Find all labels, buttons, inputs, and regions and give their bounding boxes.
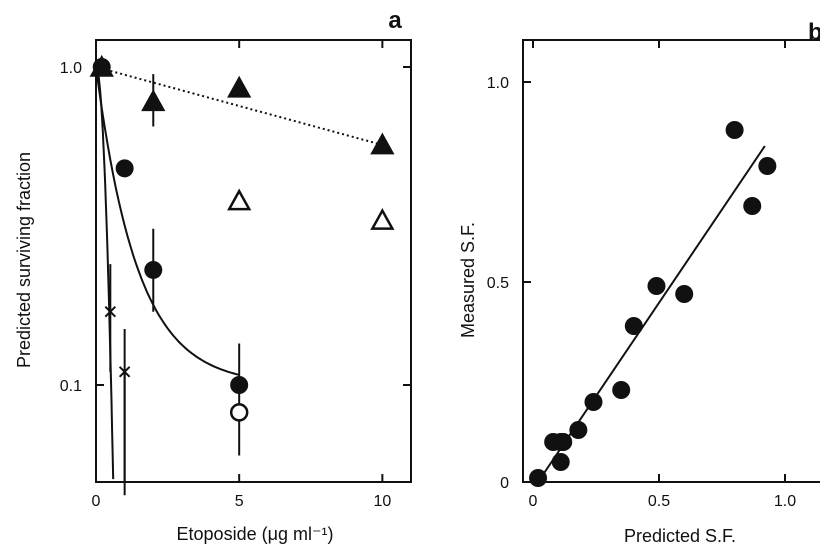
filled-circle-point-2-2 — [144, 260, 163, 279]
y-tick-label: 0.5 — [487, 275, 509, 292]
filled-triangle-point-0-2 — [227, 75, 252, 98]
panel-a-ticks: 0 5 10 1.0 0.1 — [60, 40, 411, 510]
filled-circle-point-0-4 — [551, 453, 570, 471]
x-tick-label: 0 — [529, 493, 538, 510]
filled-circle-point-0-11 — [725, 121, 744, 139]
x-tick-label: 0.5 — [648, 493, 670, 510]
y-tick-label: 0.1 — [60, 378, 82, 395]
filled-circle-point-0-13 — [758, 157, 777, 175]
panel-b-data-marks — [529, 121, 777, 487]
x-tick-label: 0 — [92, 493, 101, 510]
filled-circle-point-0-9 — [647, 277, 666, 295]
filled-circle-point-0-6 — [584, 393, 603, 411]
open-circle-point-3-0 — [229, 403, 249, 422]
filled-circle-point-0-7 — [612, 381, 631, 399]
open-triangle-point-1-1 — [370, 208, 395, 230]
y-tick-label: 0 — [500, 475, 509, 492]
filled-circle-point-0-3 — [554, 433, 573, 451]
x-tick-label: 5 — [235, 493, 244, 510]
filled-circle-point-2-0 — [92, 58, 111, 76]
filled-triangle-point-0-3 — [370, 132, 395, 155]
filled-circle-point-2-3 — [230, 376, 249, 394]
filled-circle-point-0-5 — [569, 421, 588, 439]
panel-a-letter: a — [388, 7, 402, 34]
panel-a-x-axis-title: Etoposide (μg ml⁻¹) — [177, 524, 334, 544]
filled-circle-point-0-8 — [624, 317, 643, 335]
cross-point-4-0 — [104, 306, 117, 318]
panel-a-data-marks — [89, 54, 395, 496]
panel-b-y-axis-title: Measured S.F. — [458, 222, 478, 338]
panel-a: a Etoposide (μg ml⁻¹) Predicted survivin… — [14, 7, 412, 544]
panel-b-ticks: 0 0.5 1.0 0 0.5 1.0 — [487, 40, 796, 510]
y-tick-label: 1.0 — [60, 60, 82, 77]
filled-circle-point-0-10 — [675, 285, 694, 303]
y-tick-label: 1.0 — [487, 75, 509, 92]
x-tick-label: 1.0 — [774, 493, 796, 510]
panel-a-y-axis-title: Predicted surviving fraction — [14, 152, 34, 368]
circle-fit-curve — [95, 66, 240, 376]
x-tick-label: 10 — [373, 493, 391, 510]
cross-point-4-1 — [118, 366, 131, 378]
panel-a-frame — [95, 39, 412, 483]
panel-b: b Predicted S.F. Measured S.F. 0 0.5 1.000… — [458, 19, 820, 546]
filled-triangle-point-0-1 — [141, 89, 166, 112]
panel-b-letter: b — [808, 19, 820, 46]
filled-circle-point-2-1 — [115, 159, 134, 178]
panel-b-frame — [522, 39, 820, 483]
filled-circle-point-0-12 — [743, 197, 762, 215]
panel-b-x-axis-title: Predicted S.F. — [624, 526, 736, 546]
open-triangle-point-1-0 — [227, 188, 252, 211]
filled-circle-point-0-0 — [529, 469, 548, 487]
